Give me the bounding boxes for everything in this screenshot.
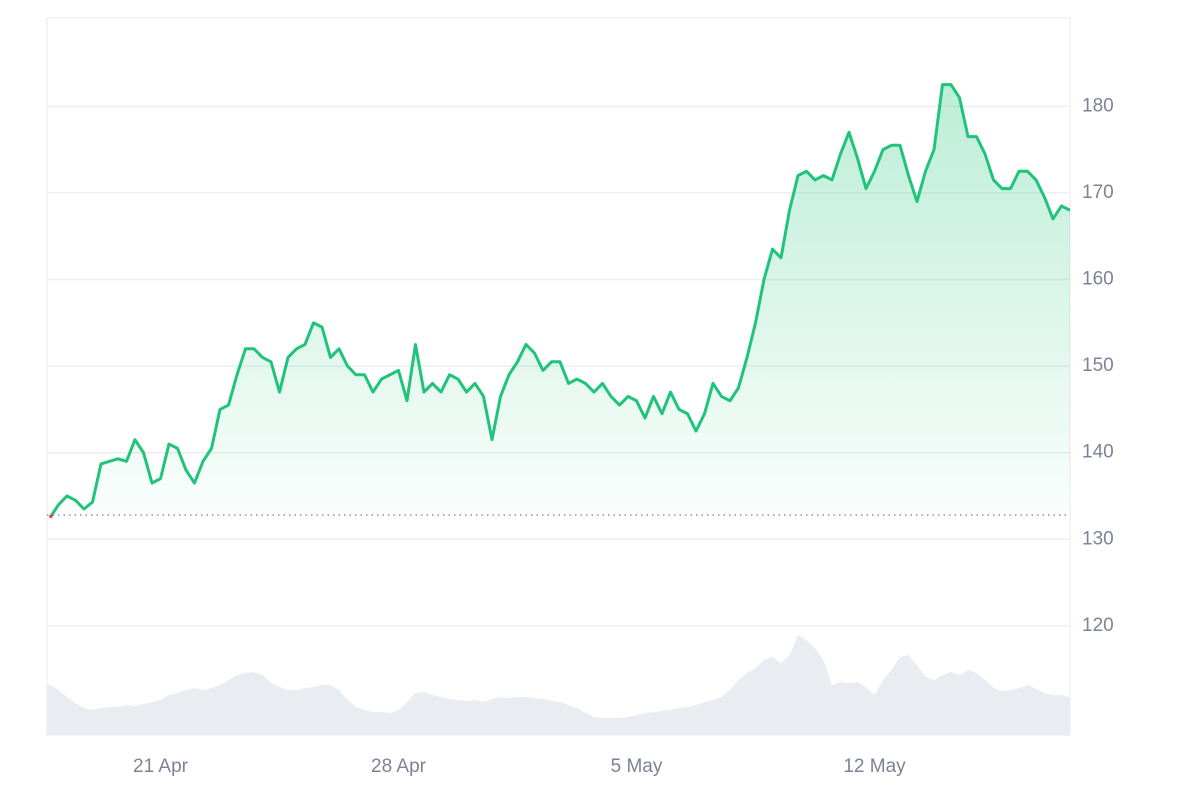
y-tick-label: 170 [1082, 182, 1114, 203]
y-tick-label: 150 [1082, 355, 1114, 376]
price-line [49, 83, 1071, 516]
price-area [51, 84, 1070, 516]
y-tick-label: 160 [1082, 269, 1114, 290]
y-tick-label: 180 [1082, 95, 1114, 116]
x-tick-label: 28 Apr [371, 756, 427, 777]
x-tick-label: 12 May [843, 756, 906, 777]
x-tick-label: 5 May [611, 756, 663, 777]
y-tick-label: 120 [1082, 615, 1114, 636]
volume-area [47, 635, 1070, 735]
y-tick-label: 140 [1082, 442, 1114, 463]
x-tick-label: 21 Apr [133, 756, 189, 777]
y-tick-label: 130 [1082, 528, 1114, 549]
